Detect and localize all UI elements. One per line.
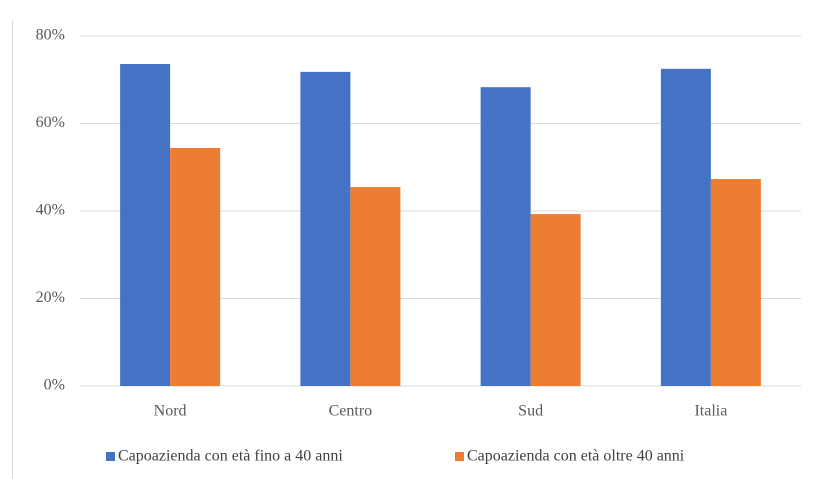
bar bbox=[170, 148, 221, 386]
y-tick-label: 0% bbox=[44, 377, 65, 394]
y-tick-label: 20% bbox=[36, 289, 65, 306]
bar bbox=[350, 186, 401, 386]
bar bbox=[530, 214, 581, 386]
x-tick-label: Italia bbox=[694, 403, 727, 420]
legend-swatch bbox=[106, 452, 115, 461]
y-tick-label: 60% bbox=[36, 114, 65, 131]
x-tick-label: Centro bbox=[329, 403, 373, 420]
bar bbox=[120, 64, 171, 386]
y-tick-label: 80% bbox=[36, 27, 65, 44]
bar bbox=[300, 71, 351, 386]
legend-text: Capoazienda con età oltre 40 anni bbox=[467, 448, 685, 465]
y-tick-label: 40% bbox=[36, 202, 65, 219]
x-tick-label: Sud bbox=[518, 403, 543, 420]
bar bbox=[710, 179, 761, 386]
legend-swatch bbox=[455, 452, 464, 461]
legend-text: Capoazienda con età fino a 40 anni bbox=[118, 448, 343, 465]
x-tick-label: Nord bbox=[154, 403, 187, 420]
bar bbox=[660, 68, 711, 386]
bar bbox=[480, 87, 531, 386]
